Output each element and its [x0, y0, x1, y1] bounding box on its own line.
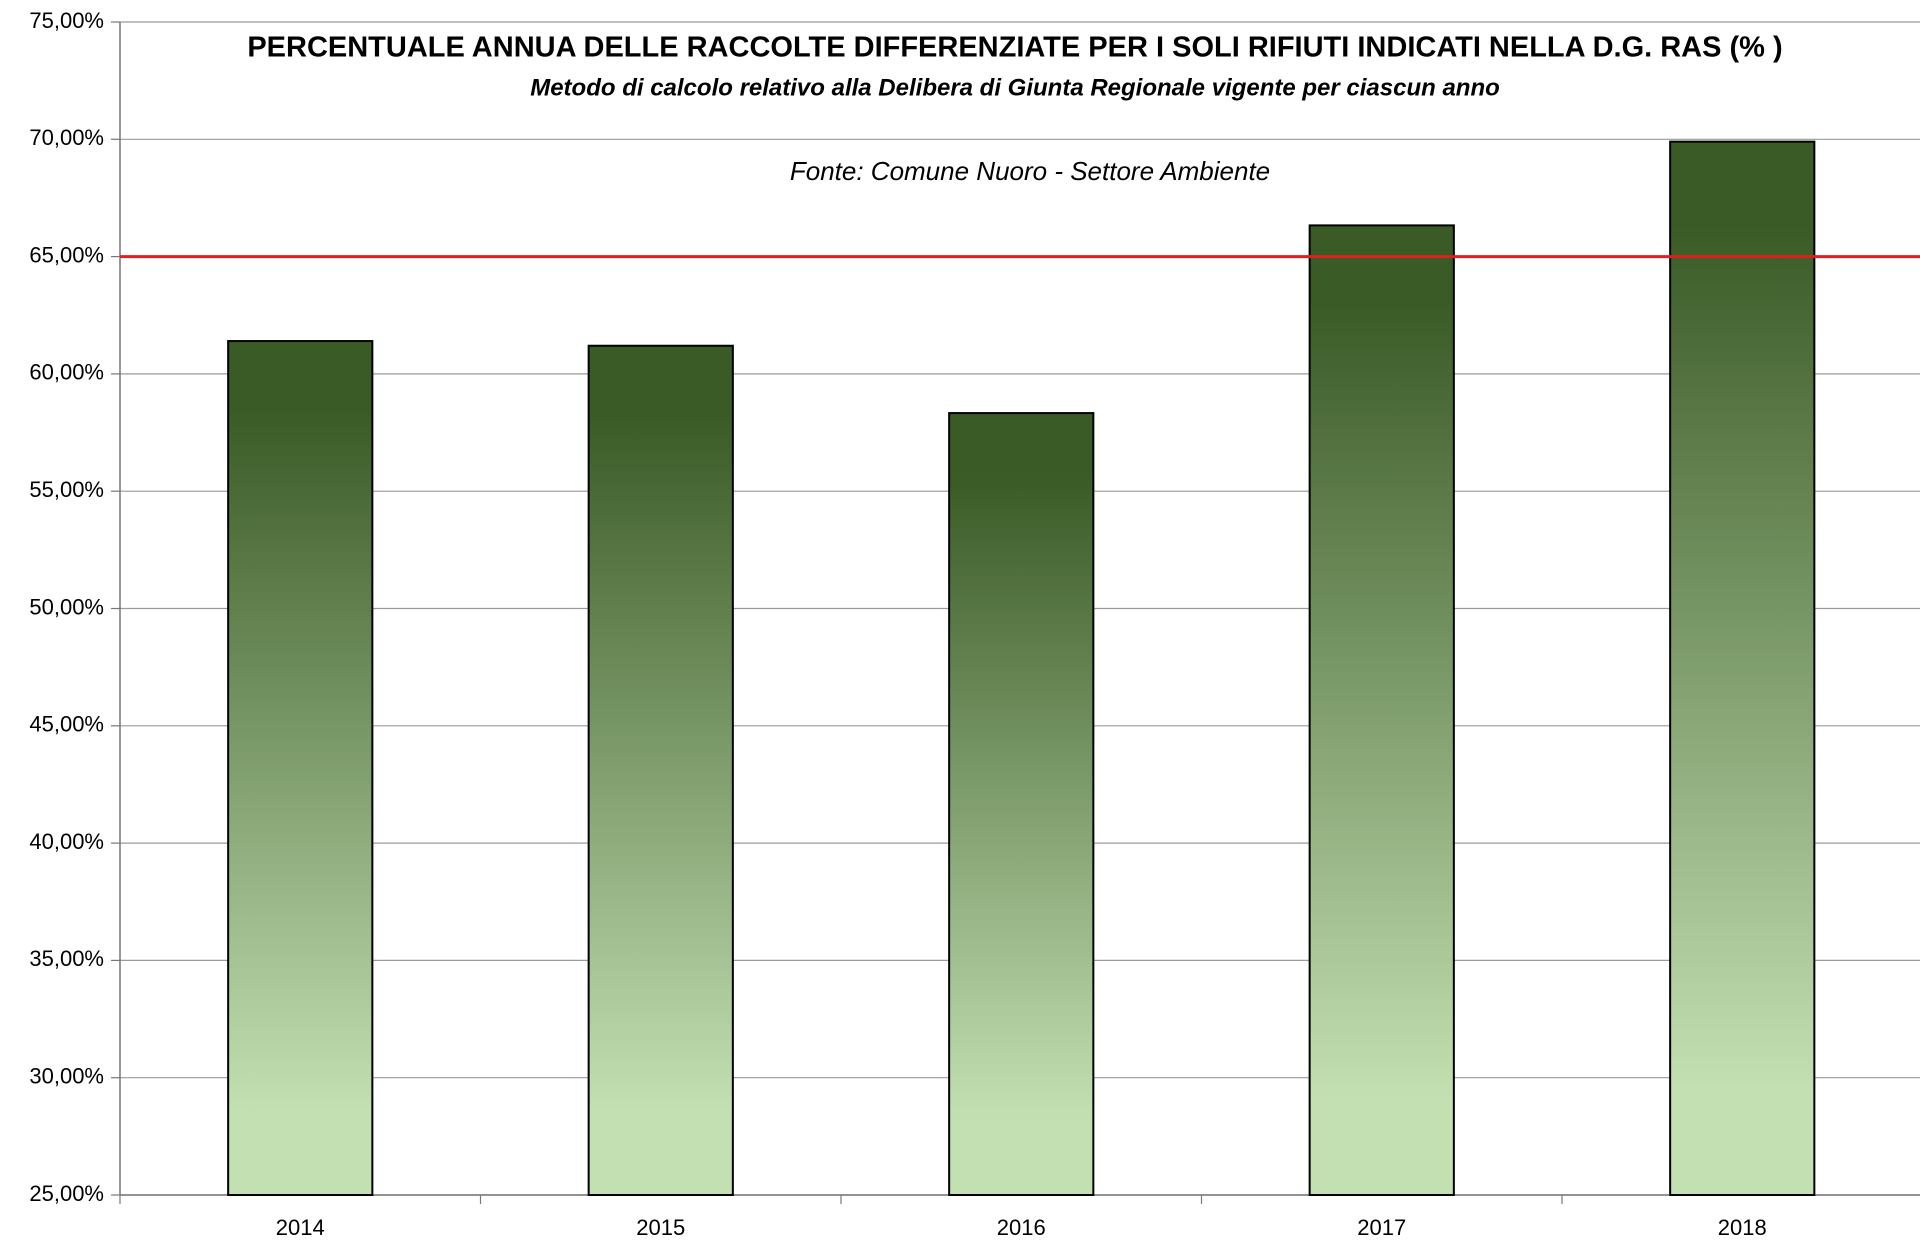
y-tick-label: 65,00%	[29, 242, 104, 267]
bar	[227, 340, 374, 1196]
x-tick-label: 2018	[1718, 1215, 1767, 1240]
chart-title: PERCENTUALE ANNUA DELLE RACCOLTE DIFFERE…	[247, 32, 1782, 64]
chart-subtitle: Metodo di calcolo relativo alla Delibera…	[530, 74, 1500, 101]
y-tick-label: 40,00%	[29, 829, 104, 854]
y-tick-label: 60,00%	[29, 360, 104, 385]
source-note: Fonte: Comune Nuoro - Settore Ambiente	[790, 156, 1270, 186]
bar	[587, 344, 734, 1196]
y-tick-label: 35,00%	[29, 946, 104, 971]
y-tick-label: 70,00%	[29, 125, 104, 150]
bar	[948, 412, 1095, 1196]
x-tick-label: 2017	[1357, 1215, 1406, 1240]
x-tick-label: 2016	[997, 1215, 1046, 1240]
x-tick-label: 2014	[276, 1215, 325, 1240]
y-tick-label: 25,00%	[29, 1181, 104, 1206]
y-tick-label: 45,00%	[29, 712, 104, 737]
bar	[1669, 140, 1816, 1196]
y-tick-label: 50,00%	[29, 594, 104, 619]
y-tick-label: 30,00%	[29, 1064, 104, 1089]
y-tick-label: 75,00%	[29, 8, 104, 33]
y-tick-label: 55,00%	[29, 477, 104, 502]
bar	[1308, 224, 1455, 1196]
x-tick-label: 2015	[636, 1215, 685, 1240]
